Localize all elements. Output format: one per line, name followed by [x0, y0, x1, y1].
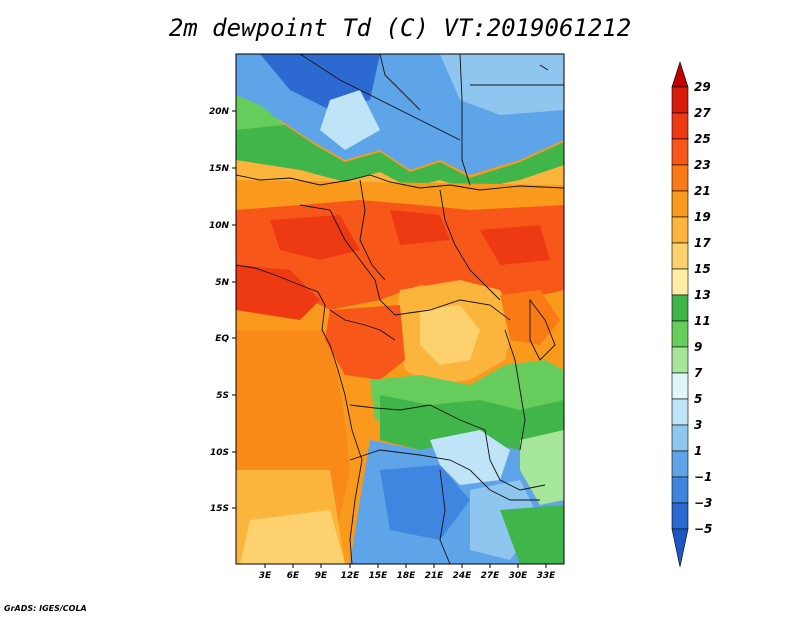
- colorbar-swatch: [671, 190, 689, 218]
- colorbar-level-label: 3: [694, 418, 702, 432]
- colorbar-swatch: [671, 138, 689, 166]
- country-borders: [236, 54, 564, 564]
- colorbar: [671, 61, 689, 568]
- colorbar-level-label: 21: [694, 184, 711, 198]
- longitude-labels: 3E 6E 9E 12E 15E 18E 21E 24E 27E 30E 33E: [259, 571, 556, 581]
- lon-label: 18E: [397, 571, 417, 581]
- lon-label: 33E: [537, 571, 557, 581]
- grads-credit: GrADS: IGES/COLA: [4, 604, 87, 613]
- colorbar-swatch: [671, 450, 689, 478]
- colorbar-swatch: [671, 294, 689, 322]
- colorbar-swatch: [671, 398, 689, 426]
- colorbar-level-label: 15: [694, 262, 711, 276]
- colorbar-swatch: [671, 61, 689, 88]
- colorbar-swatch: [671, 216, 689, 244]
- lat-label: 5S: [216, 391, 229, 401]
- colorbar-level-label: 13: [694, 288, 711, 302]
- lon-label: 27E: [481, 571, 501, 581]
- colorbar-swatch: [671, 528, 689, 568]
- lon-label: 6E: [287, 571, 300, 581]
- lon-label: 12E: [341, 571, 361, 581]
- colorbar-level-label: 1: [694, 444, 702, 458]
- colorbar-level-label: 5: [694, 392, 702, 406]
- colorbar-level-label: 9: [694, 340, 702, 354]
- map-frame: [235, 53, 565, 565]
- colorbar-swatch: [671, 372, 689, 400]
- lat-label: EQ: [215, 334, 229, 344]
- colorbar-level-label: 29: [694, 80, 711, 94]
- colorbar-swatch: [671, 320, 689, 348]
- map-title: 2m dewpoint Td (C) VT:2019061212: [168, 14, 632, 42]
- colorbar-swatch: [671, 242, 689, 270]
- colorbar-level-label: 11: [694, 314, 711, 328]
- lat-label: 15N: [209, 164, 230, 174]
- latitude-labels: 20N 15N 10N 5N EQ 5S 10S 15S: [209, 107, 230, 514]
- colorbar-swatch: [671, 346, 689, 374]
- colorbar-level-label: −3: [694, 496, 712, 510]
- colorbar-level-label: −1: [694, 470, 712, 484]
- dewpoint-field: [236, 54, 564, 564]
- lon-label: 24E: [453, 571, 473, 581]
- colorbar-level-label: 7: [694, 366, 703, 380]
- colorbar-swatch: [671, 424, 689, 452]
- lon-label: 21E: [425, 571, 445, 581]
- colorbar-level-label: −5: [694, 522, 712, 536]
- lon-label: 9E: [315, 571, 328, 581]
- colorbar-swatch: [671, 268, 689, 296]
- lat-label: 15S: [210, 504, 229, 514]
- colorbar-swatch: [671, 112, 689, 140]
- colorbar-level-label: 23: [694, 158, 711, 172]
- colorbar-level-label: 17: [694, 236, 711, 250]
- colorbar-labels: 29 27 25 23 21 19 17 15 13 11 9 7 5 3 1 −1 −3 −5: [694, 80, 712, 536]
- colorbar-swatch: [671, 86, 689, 114]
- lat-label: 10S: [210, 448, 229, 458]
- colorbar-swatch: [671, 476, 689, 504]
- lon-label: 3E: [259, 571, 272, 581]
- lat-label: 5N: [215, 278, 229, 288]
- lat-label: 20N: [209, 107, 230, 117]
- colorbar-level-label: 19: [694, 210, 711, 224]
- colorbar-swatch: [671, 164, 689, 192]
- lon-label: 15E: [369, 571, 389, 581]
- colorbar-level-label: 27: [694, 106, 711, 120]
- colorbar-swatch: [671, 502, 689, 530]
- colorbar-level-label: 25: [694, 132, 711, 146]
- lon-label: 30E: [509, 571, 529, 581]
- lat-label: 10N: [209, 221, 230, 231]
- axis-ticks: [232, 110, 547, 568]
